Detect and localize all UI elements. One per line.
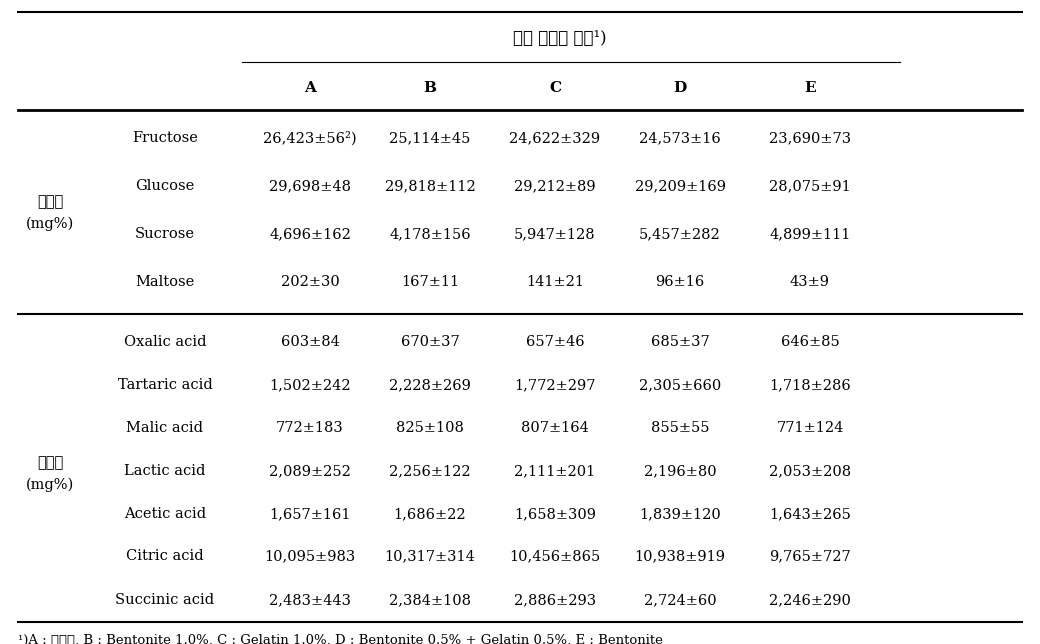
Text: 685±37: 685±37 — [651, 335, 709, 349]
Text: 1,658±309: 1,658±309 — [514, 507, 596, 521]
Text: 657±46: 657±46 — [525, 335, 584, 349]
Text: 96±16: 96±16 — [655, 275, 705, 289]
Text: 2,305±660: 2,305±660 — [639, 378, 721, 392]
Text: 1,657±161: 1,657±161 — [269, 507, 350, 521]
Text: 유리당: 유리당 — [36, 194, 63, 209]
Text: 24,573±16: 24,573±16 — [640, 131, 721, 145]
Text: Maltose: Maltose — [135, 275, 194, 289]
Text: 2,111±201: 2,111±201 — [515, 464, 596, 478]
Text: 825±108: 825±108 — [396, 421, 464, 435]
Text: 유기산: 유기산 — [36, 455, 63, 471]
Text: 2,886±293: 2,886±293 — [514, 593, 596, 607]
Text: 855±55: 855±55 — [651, 421, 709, 435]
Text: 10,317±314: 10,317±314 — [385, 549, 475, 563]
Text: 29,698±48: 29,698±48 — [269, 179, 352, 193]
Text: Tartaric acid: Tartaric acid — [118, 378, 212, 392]
Text: 43±9: 43±9 — [790, 275, 830, 289]
Text: 1,718±286: 1,718±286 — [770, 378, 851, 392]
Text: 2,228±269: 2,228±269 — [389, 378, 471, 392]
Text: 2,089±252: 2,089±252 — [269, 464, 350, 478]
Text: 4,178±156: 4,178±156 — [389, 227, 471, 241]
Text: Oxalic acid: Oxalic acid — [124, 335, 206, 349]
Text: 1,502±242: 1,502±242 — [269, 378, 350, 392]
Text: (mg%): (mg%) — [26, 478, 74, 492]
Text: Sucrose: Sucrose — [135, 227, 196, 241]
Text: E: E — [804, 81, 815, 95]
Text: 10,456±865: 10,456±865 — [510, 549, 601, 563]
Text: C: C — [549, 81, 561, 95]
Text: 2,053±208: 2,053±208 — [769, 464, 851, 478]
Text: 771±124: 771±124 — [776, 421, 843, 435]
Text: Glucose: Glucose — [135, 179, 194, 193]
Text: 2,246±290: 2,246±290 — [769, 593, 851, 607]
Text: 1,839±120: 1,839±120 — [640, 507, 721, 521]
Text: (mg%): (mg%) — [26, 217, 74, 231]
Text: 28,075±91: 28,075±91 — [770, 179, 851, 193]
Text: 167±11: 167±11 — [401, 275, 459, 289]
Text: 29,209±169: 29,209±169 — [634, 179, 726, 193]
Text: D: D — [673, 81, 686, 95]
Text: Lactic acid: Lactic acid — [125, 464, 206, 478]
Text: 202±30: 202±30 — [281, 275, 339, 289]
Text: Succinic acid: Succinic acid — [115, 593, 214, 607]
Text: B: B — [423, 81, 437, 95]
Text: 10,938±919: 10,938±919 — [634, 549, 726, 563]
Text: 141±21: 141±21 — [526, 275, 584, 289]
Text: 2,196±80: 2,196±80 — [644, 464, 717, 478]
Text: 807±164: 807±164 — [521, 421, 589, 435]
Text: 29,818±112: 29,818±112 — [385, 179, 475, 193]
Text: 2,724±60: 2,724±60 — [644, 593, 717, 607]
Text: 603±84: 603±84 — [281, 335, 339, 349]
Text: 29,212±89: 29,212±89 — [514, 179, 596, 193]
Text: Citric acid: Citric acid — [126, 549, 204, 563]
Text: 23,690±73: 23,690±73 — [769, 131, 851, 145]
Text: A: A — [304, 81, 316, 95]
Text: 4,696±162: 4,696±162 — [269, 227, 350, 241]
Text: 2,483±443: 2,483±443 — [269, 593, 352, 607]
Text: 9,765±727: 9,765±727 — [770, 549, 851, 563]
Text: 1,686±22: 1,686±22 — [394, 507, 466, 521]
Text: 10,095±983: 10,095±983 — [264, 549, 356, 563]
Text: Acetic acid: Acetic acid — [124, 507, 206, 521]
Text: 646±85: 646±85 — [781, 335, 839, 349]
Text: 1,772±297: 1,772±297 — [514, 378, 596, 392]
Text: 2,256±122: 2,256±122 — [389, 464, 471, 478]
Text: 772±183: 772±183 — [277, 421, 344, 435]
Text: 5,457±282: 5,457±282 — [640, 227, 721, 241]
Text: 1,643±265: 1,643±265 — [769, 507, 851, 521]
Text: 5,947±128: 5,947±128 — [514, 227, 596, 241]
Text: 참외 불량과 당액¹): 참외 불량과 당액¹) — [513, 30, 606, 46]
Text: 4,899±111: 4,899±111 — [770, 227, 851, 241]
Text: 26,423±56²): 26,423±56²) — [263, 131, 357, 145]
Text: 25,114±45: 25,114±45 — [389, 131, 471, 145]
Text: ¹)A : 무처리, B : Bentonite 1.0%, C : Gelatin 1.0%, D : Bentonite 0.5% + Gelatin 0.: ¹)A : 무처리, B : Bentonite 1.0%, C : Gelat… — [18, 634, 662, 644]
Text: Malic acid: Malic acid — [127, 421, 204, 435]
Text: 670±37: 670±37 — [400, 335, 460, 349]
Text: Fructose: Fructose — [132, 131, 198, 145]
Text: 24,622±329: 24,622±329 — [510, 131, 600, 145]
Text: 2,384±108: 2,384±108 — [389, 593, 471, 607]
